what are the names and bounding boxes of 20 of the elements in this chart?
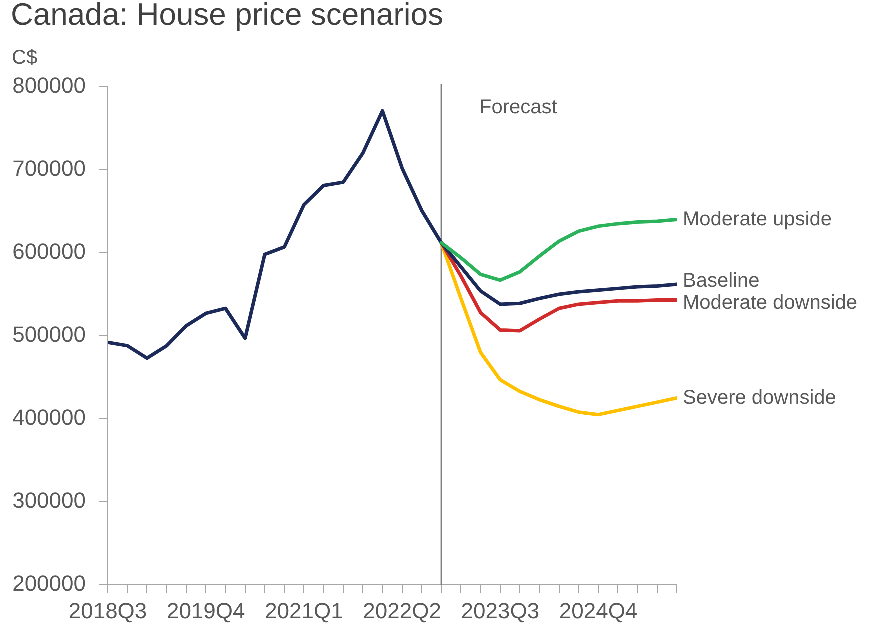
y-tick-label: 500000 xyxy=(12,322,86,348)
x-tick-label: 2021Q1 xyxy=(265,598,344,624)
x-tick-label: 2023Q3 xyxy=(461,598,540,624)
y-tick-label: 600000 xyxy=(12,239,86,264)
series-label: Severe downside xyxy=(683,386,836,409)
x-tick-label: 2018Q3 xyxy=(68,598,148,624)
chart-title: Canada: House price scenarios xyxy=(11,0,444,34)
y-axis-title: C$ xyxy=(12,46,38,70)
x-tick-label: 2019Q4 xyxy=(166,598,246,624)
series-label: Moderate downside xyxy=(683,292,858,314)
x-tick-label: 2022Q2 xyxy=(363,598,442,624)
y-tick-label: 400000 xyxy=(12,405,86,430)
y-tick-label: 700000 xyxy=(12,156,86,182)
y-tick-label: 200000 xyxy=(12,571,86,596)
y-tick-label: 800000 xyxy=(12,73,86,98)
series-label: Moderate upside xyxy=(683,208,832,230)
x-tick-label: 2024Q4 xyxy=(559,598,638,624)
y-tick-label: 300000 xyxy=(12,488,86,514)
ref-line-label: Forecast xyxy=(480,96,558,119)
series-label: Baseline xyxy=(683,270,760,292)
